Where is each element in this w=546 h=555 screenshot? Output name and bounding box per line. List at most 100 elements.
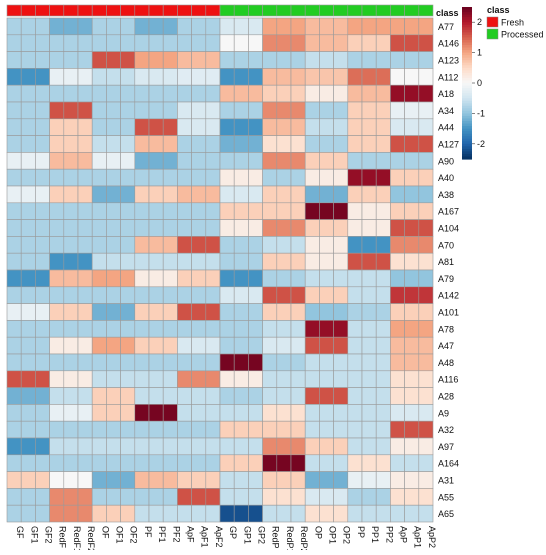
annotation-cell	[148, 4, 164, 17]
heatmap-cell	[290, 236, 306, 254]
heatmap-cell	[276, 51, 292, 69]
heatmap-cell	[148, 420, 164, 439]
heatmap-cell	[134, 471, 150, 489]
heatmap-cell	[248, 488, 263, 506]
colorbar-segment	[462, 98, 472, 102]
annotation-cell	[63, 4, 79, 17]
heatmap-cell	[276, 68, 292, 86]
annotation-cell	[205, 4, 221, 17]
heatmap-cell	[319, 236, 334, 254]
heatmap-cell	[106, 152, 121, 170]
heatmap-cell	[205, 17, 221, 36]
heatmap-cell	[177, 34, 192, 52]
heatmap-cell	[134, 387, 150, 405]
heatmap-cell	[262, 51, 278, 69]
heatmap-cell	[304, 236, 320, 254]
heatmap-cell	[248, 504, 263, 523]
heatmap-cell	[390, 370, 405, 388]
heatmap-cell	[205, 252, 221, 271]
colorbar-segment	[462, 60, 472, 64]
heatmap-cell	[191, 202, 207, 220]
colorbar-segment	[462, 14, 472, 18]
heatmap-cell	[233, 504, 249, 523]
heatmap-cell	[262, 185, 278, 204]
heatmap-cell	[77, 185, 93, 204]
heatmap-cell	[134, 320, 150, 338]
legend-swatch	[486, 16, 499, 28]
colorbar-segment	[462, 75, 472, 79]
heatmap-cell	[361, 17, 377, 36]
heatmap-cells	[6, 17, 434, 523]
heatmap-cell	[177, 252, 192, 271]
heatmap-cell	[219, 303, 235, 321]
heatmap-cell	[177, 51, 192, 69]
heatmap-cell	[304, 152, 320, 170]
heatmap-cell	[404, 135, 420, 153]
heatmap-cell	[319, 353, 334, 372]
colorbar-segment	[462, 67, 472, 71]
heatmap-cell	[49, 68, 65, 86]
heatmap-cell	[148, 488, 164, 506]
annotation-cell	[347, 4, 363, 17]
heatmap-cell	[148, 17, 164, 36]
heatmap-cell	[375, 420, 391, 439]
colorbar-segment	[462, 80, 472, 84]
heatmap-cell	[347, 303, 363, 321]
heatmap-cell	[390, 471, 405, 489]
heatmap-cell	[177, 320, 192, 338]
colorbar-segment	[462, 7, 472, 11]
colorbar-segment	[462, 110, 472, 114]
column-label: GF2	[44, 526, 54, 544]
heatmap-cell	[290, 51, 306, 69]
heatmap-cell	[162, 420, 178, 439]
heatmap-cell	[319, 34, 334, 52]
colorbar-segment	[462, 29, 472, 33]
heatmap-cell	[375, 236, 391, 254]
heatmap-cell	[35, 404, 50, 422]
heatmap-cell	[248, 286, 263, 304]
heatmap-cell	[404, 68, 420, 86]
heatmap-cell	[290, 370, 306, 388]
heatmap-cell	[276, 404, 292, 422]
colorbar-tick-label: 1	[477, 48, 482, 58]
heatmap-cell	[347, 185, 363, 204]
heatmap-cell	[290, 353, 306, 372]
heatmap-cell	[35, 68, 50, 86]
heatmap-cell	[91, 185, 107, 204]
heatmap-cell	[162, 252, 178, 271]
heatmap-cell	[106, 269, 121, 288]
heatmap-cell	[262, 437, 278, 456]
annotation-cell	[91, 4, 107, 17]
heatmap-cell	[233, 488, 249, 506]
heatmap-cell	[333, 202, 349, 220]
heatmap-cell	[290, 471, 306, 489]
heatmap-cell	[248, 219, 263, 237]
heatmap-cell	[319, 202, 334, 220]
heatmap-cell	[290, 135, 306, 153]
heatmap-cell	[6, 202, 22, 220]
heatmap-cell	[91, 101, 107, 120]
heatmap-cell	[375, 101, 391, 120]
heatmap-cell	[63, 34, 79, 52]
heatmap-cell	[20, 404, 36, 422]
heatmap-cell	[191, 168, 207, 187]
colorbar-segment	[462, 9, 472, 13]
heatmap-cell	[49, 135, 65, 153]
heatmap-cell	[404, 353, 420, 372]
heatmap-cell	[162, 118, 178, 136]
heatmap-cell	[120, 236, 136, 254]
heatmap-cell	[361, 135, 377, 153]
heatmap-cell	[35, 269, 50, 288]
column-label: OP	[313, 526, 323, 539]
heatmap-cell	[20, 353, 36, 372]
heatmap-cell	[177, 168, 192, 187]
heatmap-cell	[134, 286, 150, 304]
heatmap-cell	[219, 353, 235, 372]
heatmap-cell	[35, 101, 50, 120]
heatmap-cell	[6, 34, 22, 52]
heatmap-cell	[219, 68, 235, 86]
heatmap-cell	[6, 404, 22, 422]
colorbar-tick-label: -2	[477, 139, 485, 149]
heatmap-cell	[6, 353, 22, 372]
heatmap-cell	[35, 303, 50, 321]
